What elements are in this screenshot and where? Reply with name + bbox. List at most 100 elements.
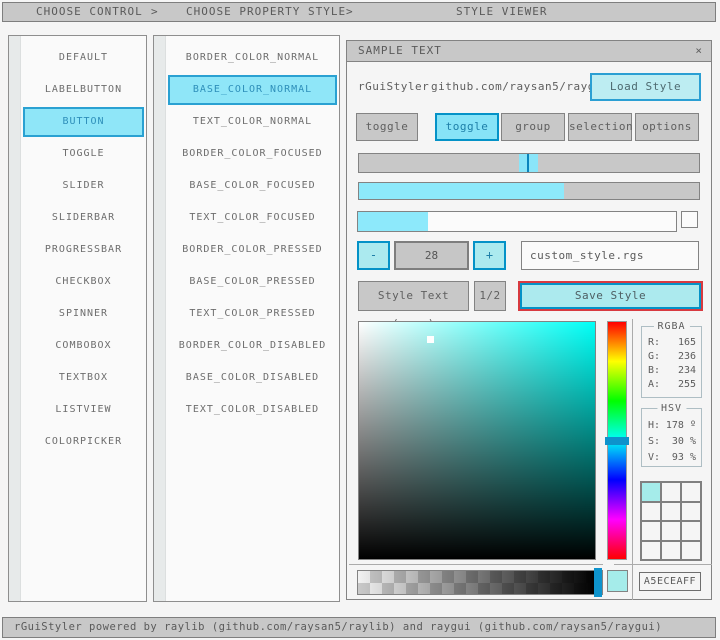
hsv-row: S: 30 %: [648, 436, 696, 447]
app-name-label: rGuiStyler: [358, 80, 430, 93]
toggle-group-item-active[interactable]: toggle: [435, 113, 499, 141]
current-color-swatch: [607, 570, 628, 592]
color-swatch-cell[interactable]: [642, 522, 660, 540]
properties-list-scrollbar[interactable]: [154, 36, 166, 601]
slider-handle[interactable]: [519, 154, 538, 172]
list-item[interactable]: TEXT_COLOR_DISABLED: [185, 404, 320, 415]
filename-input[interactable]: [521, 241, 699, 270]
alpha-slider[interactable]: [357, 568, 603, 597]
list-item[interactable]: TEXT_COLOR_FOCUSED: [189, 212, 316, 223]
rgba-groupbox: RGBA R: 165 G: 236 B: 234 A: 255: [641, 321, 702, 398]
breadcrumb-step-choose-property: CHOOSE PROPERTY STYLE: [186, 5, 347, 18]
list-item[interactable]: SPINNER: [58, 308, 109, 319]
list-item[interactable]: BORDER_COLOR_FOCUSED: [182, 148, 323, 159]
sample-slider[interactable]: [358, 153, 700, 173]
hue-slider[interactable]: [605, 321, 629, 560]
controls-list-panel: DEFAULT LABELBUTTON BUTTON TOGGLE SLIDER…: [8, 35, 147, 602]
toggle-group-item[interactable]: options: [635, 113, 699, 141]
sample-progressbar: [358, 182, 700, 200]
list-item[interactable]: BORDER_COLOR_DISABLED: [178, 340, 327, 351]
hsv-groupbox: HSV H: 178 º S: 30 % V: 93 %: [641, 403, 702, 467]
hsv-title: HSV: [656, 403, 687, 414]
color-swatch-cell[interactable]: [682, 483, 700, 501]
controls-list: DEFAULT LABELBUTTON BUTTON TOGGLE SLIDER…: [21, 42, 146, 458]
list-item[interactable]: DEFAULT: [58, 52, 109, 63]
style-text-button[interactable]: Style Text (.rgs): [358, 281, 469, 330]
close-icon[interactable]: ×: [695, 44, 702, 57]
toggle-group-item[interactable]: selection: [568, 113, 633, 141]
alpha-slider-handle[interactable]: [594, 568, 602, 597]
color-swatch-cell[interactable]: [662, 541, 680, 559]
color-swatch-cell[interactable]: [662, 502, 680, 520]
controls-list-scrollbar[interactable]: [9, 36, 21, 601]
save-style-button-label: Save Style: [520, 283, 701, 309]
list-item[interactable]: COMBOBOX: [55, 340, 112, 351]
rgba-row: G: 236: [648, 351, 696, 362]
color-swatch-cell[interactable]: [682, 522, 700, 540]
sliderbar-fill: [358, 212, 428, 231]
color-swatch-cell[interactable]: [642, 502, 660, 520]
chevron-right-icon: >: [151, 5, 159, 18]
chevron-right-icon: >: [346, 5, 354, 18]
list-item[interactable]: CHECKBOX: [55, 276, 112, 287]
progressbar-fill: [359, 183, 564, 199]
color-swatch-cell[interactable]: [642, 541, 660, 559]
rgba-row: B: 234: [648, 365, 696, 376]
window-titlebar[interactable]: SAMPLE TEXT ×: [347, 41, 711, 62]
list-item[interactable]: TEXT_COLOR_NORMAL: [192, 116, 313, 127]
list-item[interactable]: BASE_COLOR_DISABLED: [185, 372, 320, 383]
color-swatch-cell[interactable]: [682, 502, 700, 520]
spinner-increment-button[interactable]: +: [473, 241, 506, 270]
save-style-button[interactable]: Save Style: [518, 281, 703, 311]
spinner-value: 28: [394, 241, 469, 270]
vertical-divider: [632, 319, 633, 600]
rgba-row: R: 165: [648, 337, 696, 348]
color-swatch-cell[interactable]: [662, 522, 680, 540]
list-item[interactable]: BORDER_COLOR_PRESSED: [182, 244, 323, 255]
hex-color-value: A5ECEAFF: [639, 572, 701, 591]
color-swatch-cell[interactable]: [682, 541, 700, 559]
spinner-decrement-button[interactable]: -: [357, 241, 390, 270]
sample-checkbox[interactable]: [681, 211, 698, 228]
sample-sliderbar[interactable]: [357, 211, 677, 232]
rgba-row: A: 255: [648, 379, 696, 390]
properties-list: BORDER_COLOR_NORMAL BASE_COLOR_NORMAL TE…: [166, 42, 339, 426]
properties-list-panel: BORDER_COLOR_NORMAL BASE_COLOR_NORMAL TE…: [153, 35, 340, 602]
hue-slider-handle[interactable]: [605, 437, 629, 445]
status-bar: rGuiStyler powered by raylib (github.com…: [2, 617, 716, 638]
style-viewer-window: SAMPLE TEXT × rGuiStyler github.com/rays…: [346, 40, 712, 600]
breadcrumb: CHOOSE CONTROL > CHOOSE PROPERTY STYLE >…: [2, 2, 716, 22]
list-item[interactable]: TEXTBOX: [58, 372, 109, 383]
list-item[interactable]: BORDER_COLOR_NORMAL: [185, 52, 320, 63]
toggle-group-item[interactable]: group: [501, 113, 565, 141]
list-item[interactable]: COLORPICKER: [44, 436, 123, 447]
hsv-row: V: 93 %: [648, 452, 696, 463]
color-swatch-cell[interactable]: [662, 483, 680, 501]
list-item[interactable]: TEXT_COLOR_PRESSED: [189, 308, 316, 319]
window-title: SAMPLE TEXT: [358, 44, 442, 57]
hsv-row: H: 178 º: [648, 420, 696, 431]
breadcrumb-step-choose-control: CHOOSE CONTROL: [36, 5, 143, 18]
page-indicator-button[interactable]: 1/2: [474, 281, 506, 311]
list-item-selected[interactable]: BASE_COLOR_NORMAL: [168, 75, 337, 105]
rgba-title: RGBA: [653, 321, 690, 332]
list-item[interactable]: BASE_COLOR_PRESSED: [189, 276, 316, 287]
list-item[interactable]: SLIDER: [62, 180, 105, 191]
toggle-button[interactable]: toggle: [356, 113, 418, 141]
list-item[interactable]: SLIDERBAR: [51, 212, 116, 223]
list-item[interactable]: BASE_COLOR_FOCUSED: [189, 180, 316, 191]
list-item[interactable]: LABELBUTTON: [44, 84, 123, 95]
load-style-button[interactable]: Load Style: [590, 73, 701, 101]
status-bar-text: rGuiStyler powered by raylib (github.com…: [14, 621, 663, 633]
repo-link[interactable]: github.com/raysan5/raygui: [431, 80, 610, 93]
list-item[interactable]: PROGRESSBAR: [44, 244, 123, 255]
list-item-selected[interactable]: BUTTON: [23, 107, 144, 137]
saved-colors-grid: [640, 481, 702, 561]
color-picker-cursor[interactable]: [427, 336, 434, 343]
breadcrumb-step-style-viewer: STYLE VIEWER: [456, 5, 548, 18]
list-item[interactable]: TOGGLE: [62, 148, 105, 159]
color-swatch-cell-current[interactable]: [642, 483, 660, 501]
list-item[interactable]: LISTVIEW: [55, 404, 112, 415]
horizontal-divider: [349, 564, 603, 565]
color-picker-sv-area[interactable]: [358, 321, 596, 560]
